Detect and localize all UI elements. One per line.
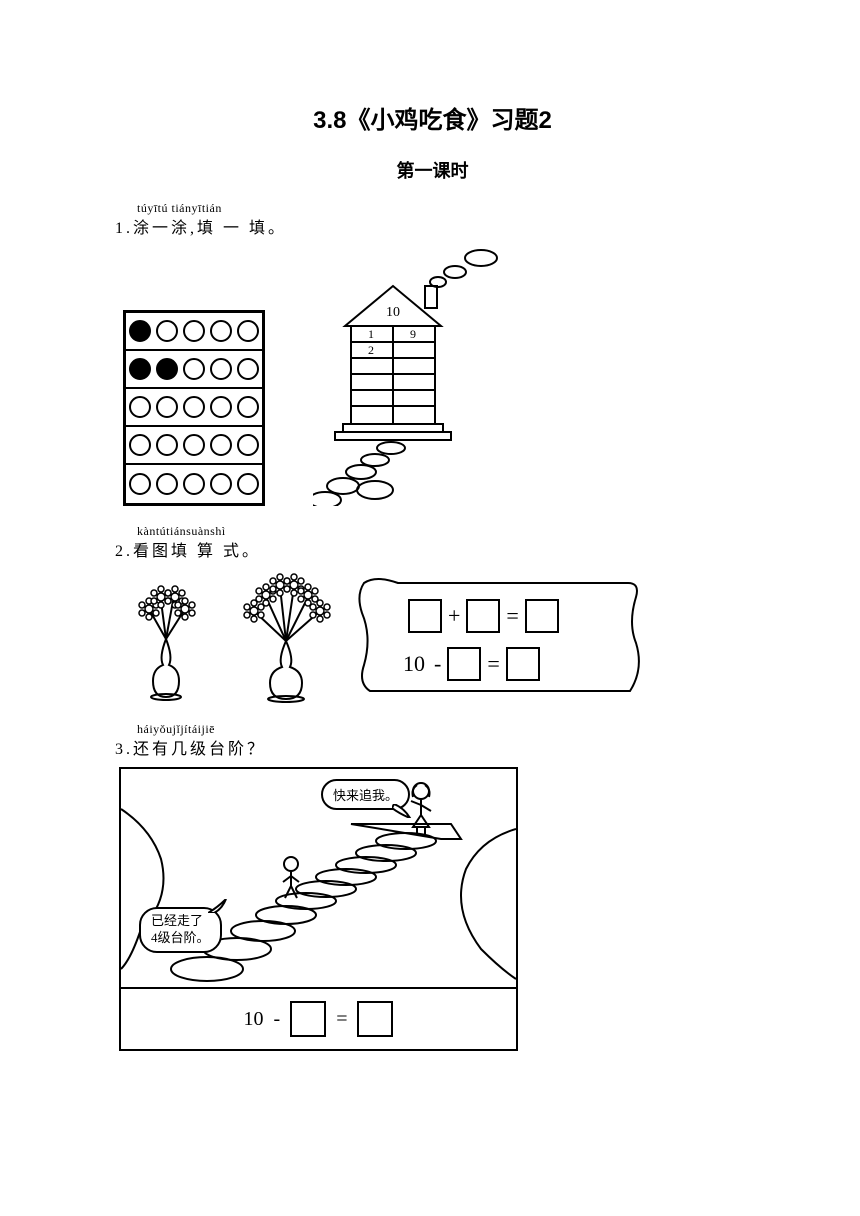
dot: [129, 320, 151, 342]
blank-box: [506, 647, 540, 681]
minus-sign: -: [434, 651, 441, 677]
dot: [183, 396, 205, 418]
question-1: túyītú tiányītián 1.涂一涂,填 一 填。: [115, 201, 750, 506]
dot: [183, 434, 205, 456]
dot: [129, 358, 151, 380]
minuend: 10: [400, 651, 428, 677]
dot-row: [126, 427, 262, 465]
q3-text: 3.还有几级台阶？: [115, 735, 750, 759]
dot: [237, 358, 259, 380]
equals-sign: =: [336, 1008, 347, 1031]
dot: [210, 434, 232, 456]
q3-figure: 快来追我。 已经走了4级台阶。 10 - =: [119, 767, 518, 1051]
page-title: 3.8《小鸡吃食》习题2: [115, 100, 750, 135]
lesson-subtitle: 第一课时: [115, 157, 750, 183]
dot-row: [126, 313, 262, 351]
q3-equation: 10 - =: [121, 989, 516, 1049]
q2-text: 2.看图填 算 式。: [115, 537, 750, 561]
dot: [237, 320, 259, 342]
dot-row: [126, 389, 262, 427]
speech-bubble-top: 快来追我。: [321, 779, 410, 810]
blank-box: [466, 599, 500, 633]
svg-text:9: 9: [410, 327, 416, 341]
question-2: kàntútiánsuànshì 2.看图填 算 式。: [115, 524, 750, 704]
house-diagram: 10 1 9 2: [313, 246, 513, 506]
q3-minuend: 10: [244, 1008, 264, 1031]
house-top-label: 10: [386, 305, 400, 320]
speech-bubble-bottom: 已经走了4级台阶。: [139, 907, 222, 953]
equation-panel: + = 10 - =: [358, 573, 643, 701]
dot: [156, 396, 178, 418]
dot: [156, 473, 178, 495]
vase-4-flowers: [119, 569, 214, 704]
dot: [210, 320, 232, 342]
vase-6-flowers: [226, 569, 346, 704]
q1-text: 1.涂一涂,填 一 填。: [115, 214, 750, 238]
bubble-top-text: 快来追我。: [333, 788, 398, 803]
svg-text:1: 1: [368, 327, 374, 341]
dot-row: [126, 465, 262, 503]
blank-box: [447, 647, 481, 681]
question-3: háiyǒujǐjítáijiē 3.还有几级台阶？: [115, 722, 750, 1051]
dot-grid: [123, 310, 265, 506]
dot: [183, 320, 205, 342]
equals-sign: =: [487, 651, 499, 677]
blank-box: [357, 1001, 393, 1037]
dot: [237, 396, 259, 418]
blank-box: [525, 599, 559, 633]
svg-text:2: 2: [368, 343, 374, 357]
dot: [129, 473, 151, 495]
blank-box: [290, 1001, 326, 1037]
dot: [237, 473, 259, 495]
dot: [156, 320, 178, 342]
dot-row: [126, 351, 262, 389]
blank-box: [408, 599, 442, 633]
dot: [156, 434, 178, 456]
dot: [129, 396, 151, 418]
equals-sign: =: [506, 603, 518, 629]
dot: [183, 358, 205, 380]
dot: [210, 473, 232, 495]
dot: [129, 434, 151, 456]
minus-sign: -: [274, 1008, 281, 1031]
plus-sign: +: [448, 603, 460, 629]
dot: [156, 358, 178, 380]
dot: [210, 358, 232, 380]
dot: [183, 473, 205, 495]
dot: [237, 434, 259, 456]
bubble-bottom-text: 已经走了4级台阶。: [151, 913, 210, 945]
dot: [210, 396, 232, 418]
